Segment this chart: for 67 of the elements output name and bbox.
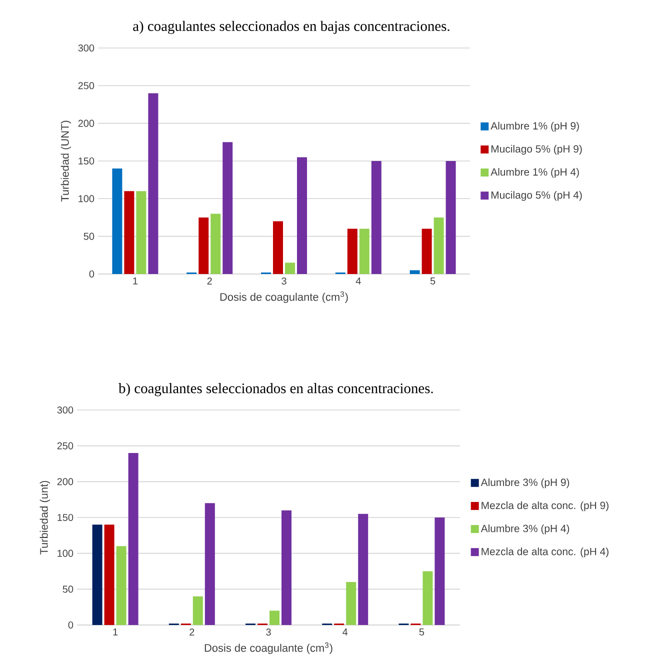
bar [434,518,445,625]
chart-title: a) coagulantes seleccionados en bajas concentraciones. [133,20,450,34]
bar [204,503,215,625]
y-tick-label: 150 [58,514,74,522]
legend-label: Mucilago 5% (pH 4) [491,191,582,201]
bar [422,228,432,274]
x-tick-label: 5 [419,628,424,636]
y-tick-label: 0 [68,621,74,629]
y-tick-label: 100 [78,195,94,202]
x-tick-label: 4 [342,628,348,636]
legend-label: Alumbre 3% (pH 4) [480,524,570,534]
bar [273,221,283,274]
bar [285,262,295,274]
y-tick-label: 300 [78,44,94,52]
legend-label: Alumbre 1% (pH 4) [490,168,579,178]
bar [112,168,122,274]
bar [104,524,114,625]
y-tick-label: 200 [57,478,74,486]
x-tick-label: 3 [266,628,271,636]
bar [422,571,433,625]
bar [222,142,233,274]
legend-label: Mezcla de alta conc. (pH 4) [482,548,608,558]
bar [371,160,382,274]
bar [92,524,102,625]
x-tick-label: 5 [430,278,436,284]
bar [410,270,420,274]
y-tick-label: 0 [89,270,94,278]
y-tick-label: 50 [84,232,94,240]
legend-label: Alumbre 3% (pH 9) [480,478,570,488]
legend-label: Mezcla de alta conc. (pH 9) [482,501,608,512]
x-axis-title: Dosis de coagulante (cm$^{3}$) [204,642,332,654]
bar [359,228,370,274]
x-tick-label: 2 [190,628,194,636]
bar [446,160,456,274]
y-tick-label: 250 [57,442,74,450]
bar [282,510,292,625]
bar [124,191,134,274]
bar [210,214,221,274]
bar [347,228,358,274]
x-tick-label: 3 [282,278,286,285]
bar [128,453,138,625]
y-tick-label: 150 [78,157,94,165]
x-tick-label: 1 [113,628,118,636]
y-tick-label: 250 [78,82,94,90]
x-tick-label: 4 [356,278,361,284]
y-tick-label: 200 [78,120,94,127]
bar [434,217,444,274]
y-tick-label: 300 [57,406,74,414]
bar [297,157,307,274]
legend-label: Alumbre 1% (pH 9) [490,122,579,132]
x-tick-label: 2 [207,278,212,284]
y-axis-title: Turbiedad (UNT) [60,120,72,202]
bar [358,514,368,625]
x-tick-label: 1 [133,278,138,284]
bar [270,610,280,625]
bar [116,546,126,625]
x-axis-title: Dosis de coagulante (cm$^{3}$) [220,291,348,303]
chart-title: b) coagulantes seleccionados en altas concentraciones. [118,383,433,396]
bar [148,93,158,274]
y-tick-label: 50 [62,586,74,593]
legend-label: Mucilago 5% (pH 9) [491,144,582,155]
y-axis-title: Turbiedad (unt) [40,480,50,555]
bar [192,596,203,625]
y-tick-label: 100 [58,550,74,557]
bar [346,582,356,625]
bar [198,217,209,274]
bar [136,191,146,274]
